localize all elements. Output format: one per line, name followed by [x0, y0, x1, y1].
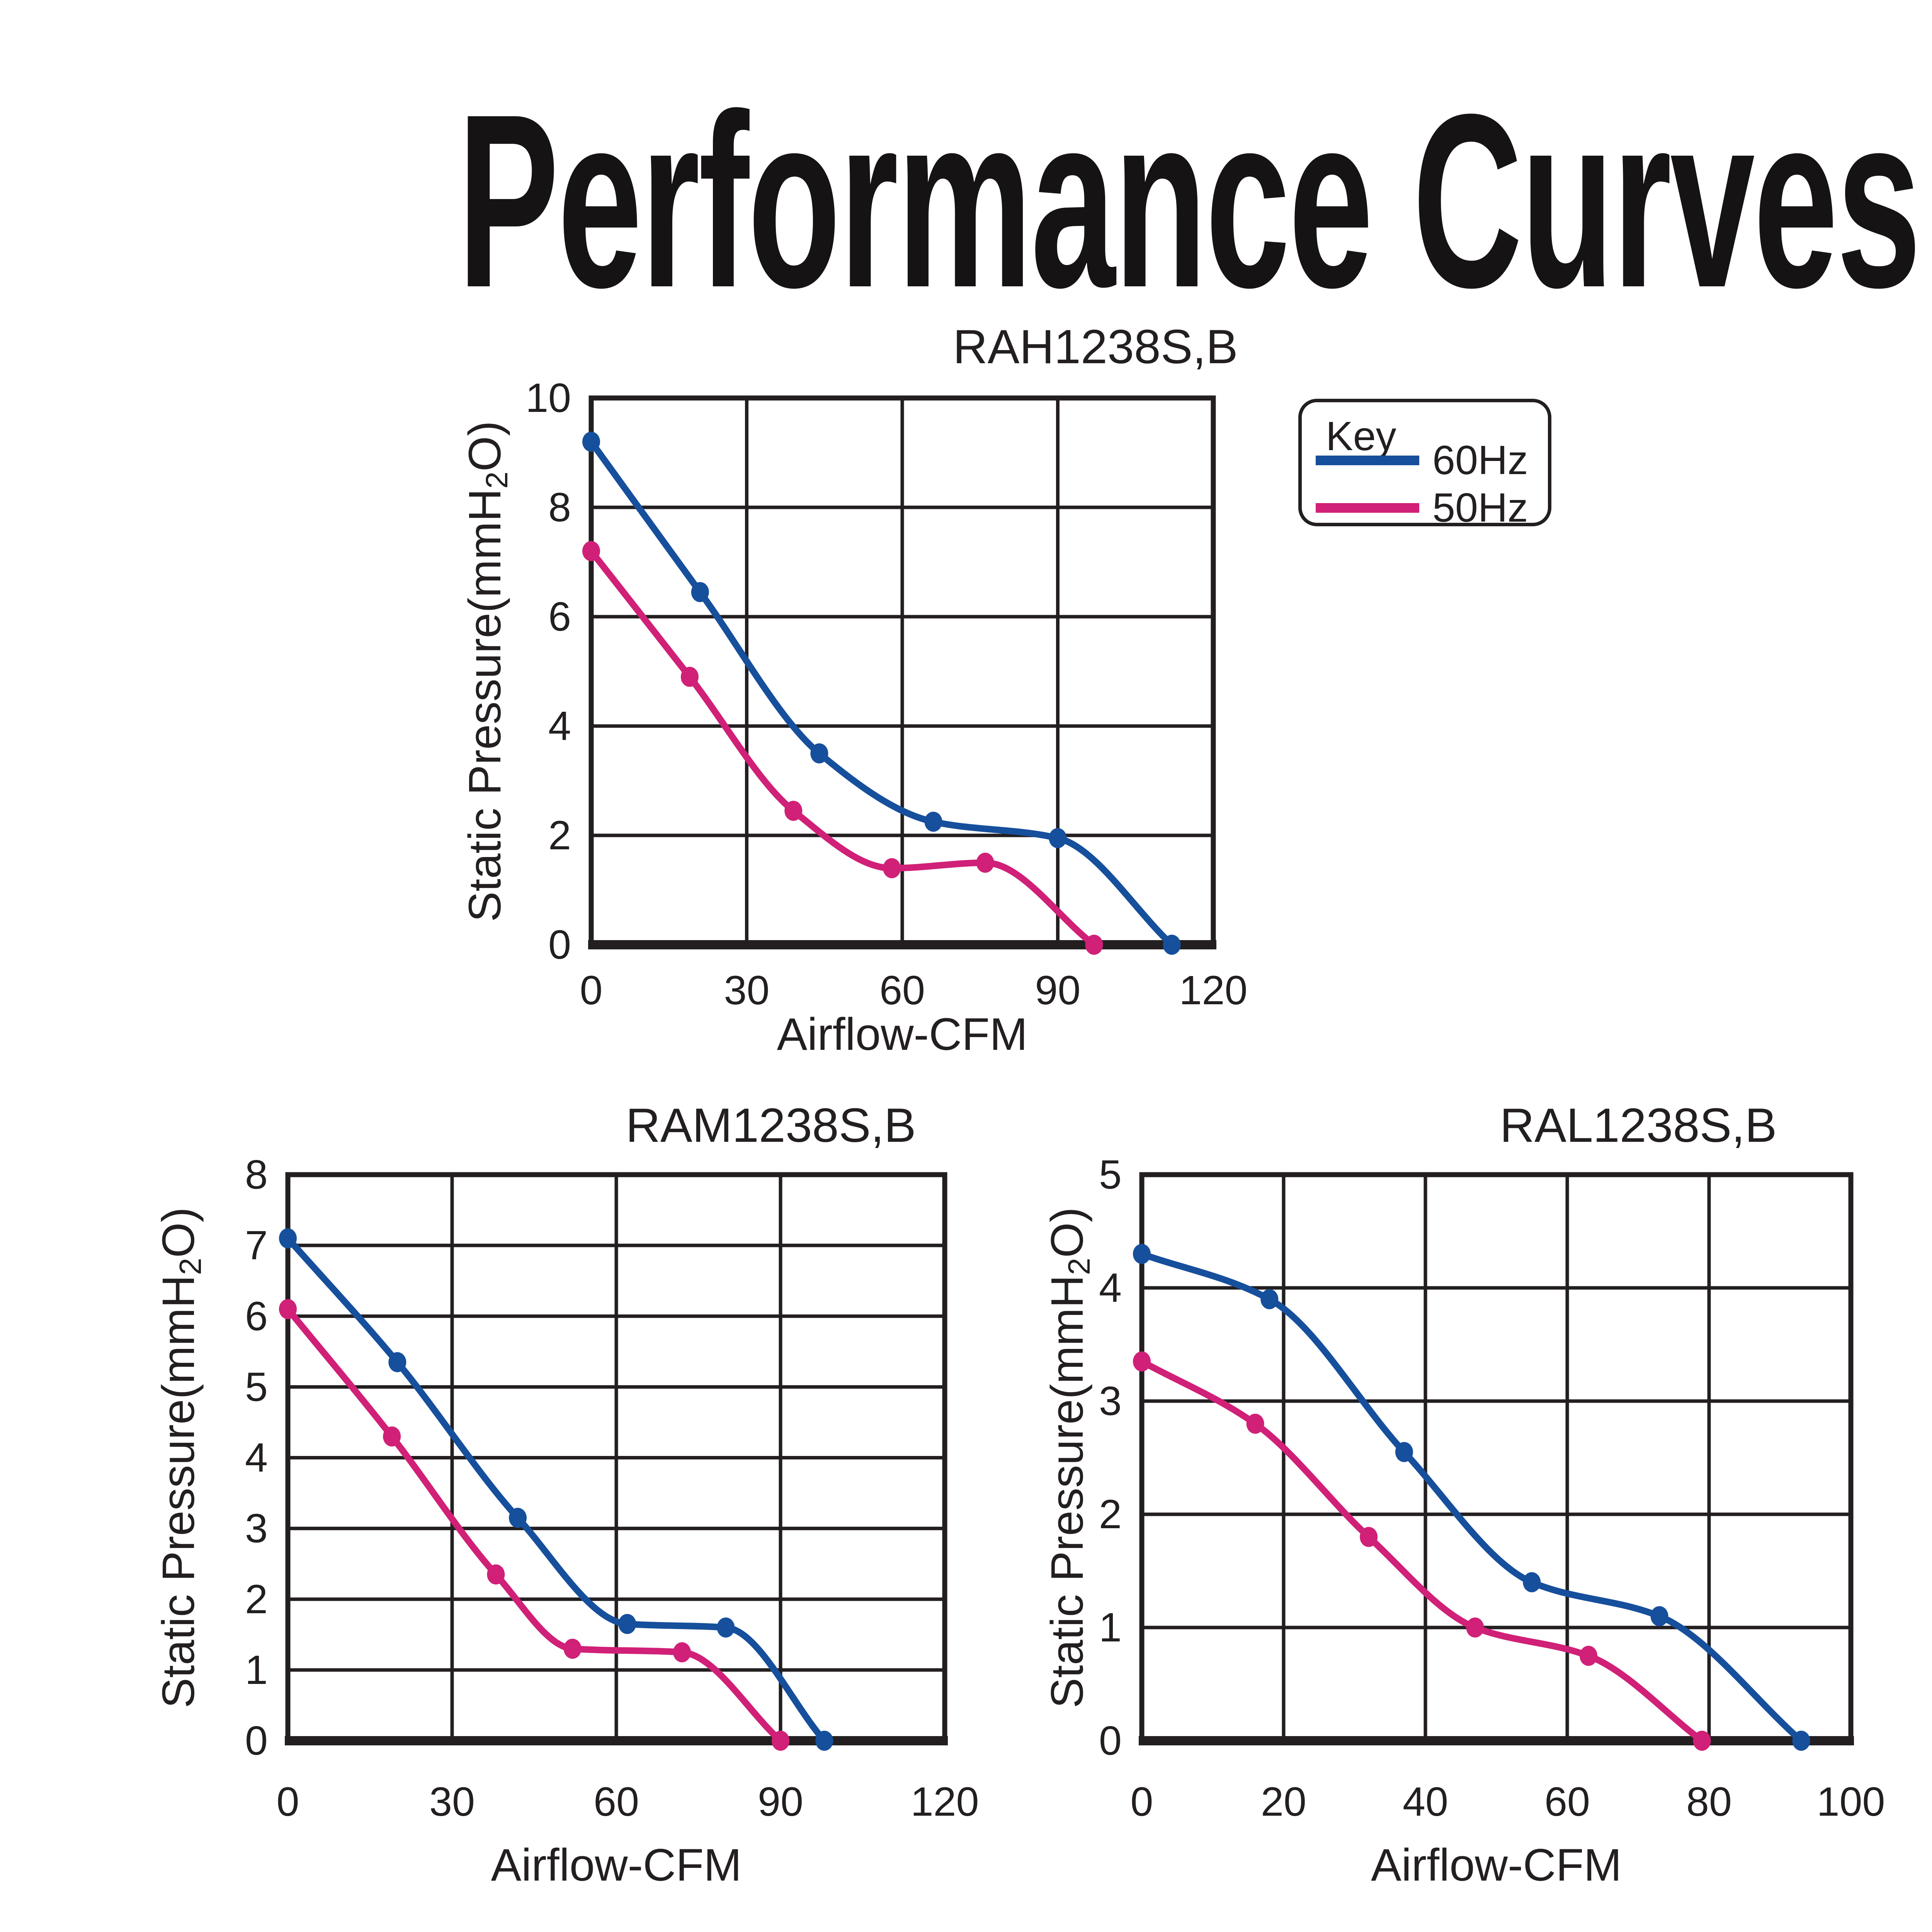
y-tick-label: 2 [245, 1577, 268, 1622]
page-title: Performance Curves [0, 73, 1932, 328]
x-tick-label: 60 [594, 1779, 639, 1825]
series-line-60hz [588, 438, 1175, 948]
y-tick-label: 10 [526, 375, 571, 421]
x-tick-label: 30 [724, 968, 770, 1013]
series-markers-60hz [279, 1228, 833, 1751]
x-tick-label: 40 [1403, 1779, 1448, 1825]
x-axis-title: Airflow-CFM [491, 1840, 742, 1891]
grid [591, 398, 1213, 945]
x-tick-label: 90 [758, 1779, 803, 1825]
x-tick-labels: 0 30 60 90 120 [277, 1779, 979, 1825]
legend-label-60hz: 60Hz [1432, 437, 1528, 483]
y-tick-label: 8 [548, 485, 571, 530]
chart-title: RAL1238S,B [1500, 1099, 1777, 1152]
x-tick-label: 120 [1179, 968, 1248, 1013]
x-tick-labels: 0 20 40 60 80 100 [1131, 1779, 1885, 1825]
series-markers-50hz [1133, 1351, 1711, 1751]
y-tick-label: 5 [1099, 1152, 1122, 1197]
x-tick-label: 30 [429, 1779, 475, 1825]
series-markers-50hz [582, 541, 1103, 955]
y-tick-label: 4 [548, 703, 571, 749]
y-tick-label: 8 [245, 1152, 268, 1197]
legend-title: Key [1326, 413, 1396, 459]
series-line-50hz [284, 1306, 784, 1744]
grid [1142, 1175, 1851, 1741]
y-tick-label: 2 [548, 813, 571, 858]
series-line-50hz [588, 548, 1097, 948]
y-tick-label: 0 [1099, 1718, 1122, 1764]
legend-swatch-60hz-line [1316, 456, 1419, 465]
y-tick-label: 6 [548, 594, 571, 639]
page-title-text: Performance Curves [457, 63, 1921, 339]
x-tick-label: 0 [277, 1779, 299, 1825]
x-tick-label: 0 [1131, 1779, 1153, 1825]
y-tick-labels: 0 1 2 3 4 5 6 7 8 [245, 1152, 268, 1764]
legend-label-50hz: 50Hz [1432, 485, 1528, 531]
y-tick-label: 7 [245, 1223, 268, 1268]
y-tick-labels: 0 1 2 3 4 5 [1099, 1152, 1122, 1764]
x-tick-label: 100 [1817, 1779, 1885, 1825]
chart-title: RAM1238S,B [626, 1099, 916, 1152]
legend-item-60hz: 60Hz [1302, 439, 1548, 481]
x-tick-label: 20 [1261, 1779, 1306, 1825]
series-line-50hz [1138, 1358, 1706, 1744]
x-tick-label: 80 [1686, 1779, 1732, 1825]
x-tick-label: 120 [911, 1779, 979, 1825]
series-line-60hz [284, 1235, 828, 1744]
y-tick-label: 0 [245, 1718, 268, 1764]
series-markers-60hz [1133, 1244, 1810, 1751]
x-tick-labels: 0 30 60 90 120 [580, 968, 1248, 1013]
y-tick-label: 1 [245, 1647, 268, 1693]
series-markers-60hz [582, 432, 1181, 955]
y-tick-label: 3 [1099, 1378, 1122, 1424]
x-tick-label: 60 [879, 968, 925, 1013]
series-markers-50hz [279, 1299, 789, 1751]
x-axis-title: Airflow-CFM [777, 1009, 1028, 1060]
chart-rah1238: 0 30 60 90 120 0 2 4 6 8 10 RAH1238S,B Airflow-CFM St… [459, 320, 1247, 1060]
y-tick-label: 5 [245, 1364, 268, 1410]
legend-box: Key 60Hz 50Hz [1298, 399, 1551, 529]
y-tick-label: 4 [245, 1435, 268, 1481]
series-line-60hz [1138, 1250, 1805, 1744]
y-axis-title: Static Pressure(mmH2O) [459, 421, 514, 922]
y-tick-label: 2 [1099, 1492, 1122, 1537]
legend-item-50hz: 50Hz [1302, 486, 1548, 529]
y-tick-label: 4 [1099, 1265, 1122, 1311]
x-axis-title: Airflow-CFM [1371, 1840, 1622, 1891]
chart-ral1238: 0 20 40 60 80 100 0 1 2 3 4 5 RAL1238S,B Airflow-CFM S… [1042, 1099, 1885, 1891]
y-tick-label: 3 [245, 1506, 268, 1551]
x-tick-label: 0 [580, 968, 603, 1013]
x-tick-label: 60 [1544, 1779, 1590, 1825]
y-tick-label: 6 [245, 1293, 268, 1339]
y-tick-label: 1 [1099, 1605, 1122, 1650]
chart-title: RAH1238S,B [953, 320, 1238, 374]
grid [288, 1175, 945, 1741]
y-axis-title: Static Pressure(mmH2O) [153, 1207, 207, 1708]
legend-swatch-50hz-line [1316, 503, 1419, 513]
y-tick-label: 0 [548, 922, 571, 968]
y-axis-title: Static Pressure(mmH2O) [1042, 1207, 1096, 1708]
y-tick-labels: 0 2 4 6 8 10 [526, 375, 571, 968]
chart-ram1238: 0 30 60 90 120 0 1 2 3 4 5 6 7 8 RAM1238S,B Airflow-CFM… [153, 1099, 979, 1891]
x-tick-label: 90 [1035, 968, 1081, 1013]
plot-frame [1139, 1172, 1854, 1743]
